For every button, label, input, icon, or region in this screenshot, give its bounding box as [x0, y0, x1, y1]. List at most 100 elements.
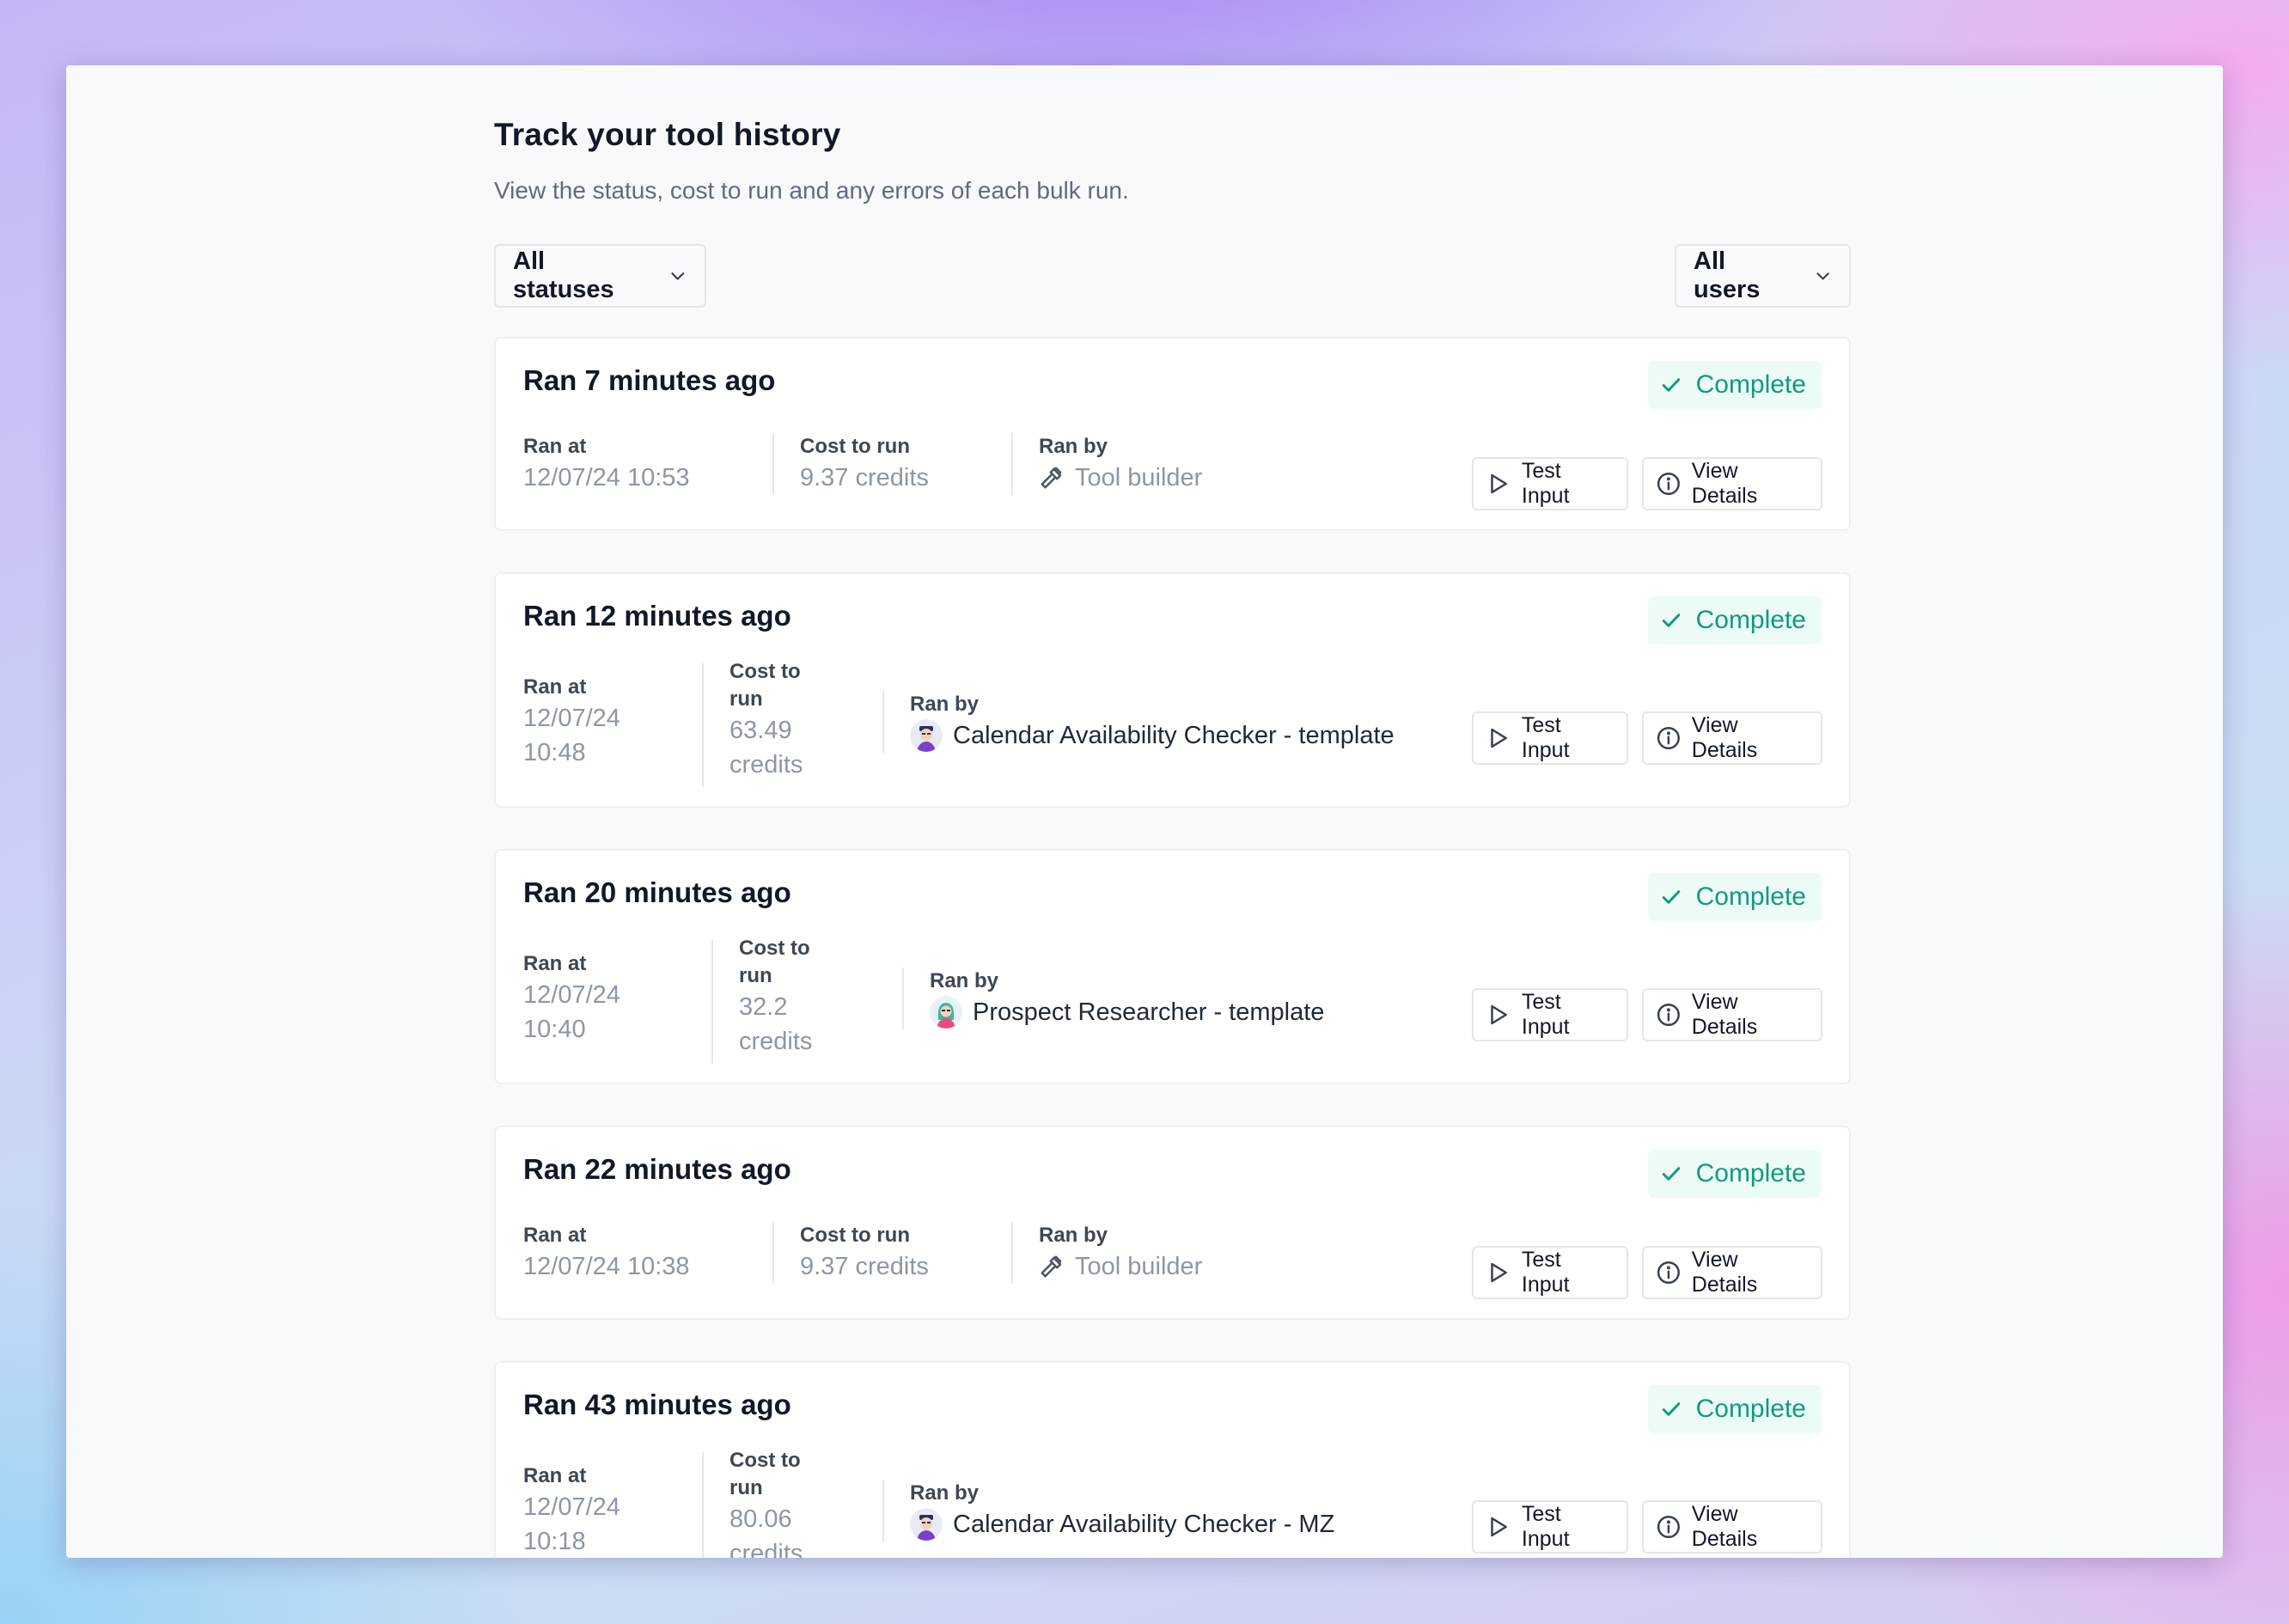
ran-by-label: Ran by: [1039, 1224, 1108, 1247]
test-input-button[interactable]: Test Input: [1472, 988, 1628, 1041]
ran-at-field: Ran at 12/07/24 10:53: [523, 433, 690, 495]
ran-at-label: Ran at: [523, 1224, 587, 1247]
view-details-label: View Details: [1691, 1248, 1758, 1297]
ran-at-value: 12/07/24 10:48: [523, 705, 620, 766]
run-title: Ran 22 minutes ago: [523, 1153, 791, 1185]
play-icon: [1491, 1262, 1507, 1283]
cost-value: 9.37 credits: [800, 1253, 929, 1280]
test-input-button[interactable]: Test Input: [1472, 1246, 1628, 1299]
view-details-button[interactable]: View Details: [1642, 711, 1822, 765]
ran-at-value: 12/07/24 10:53: [523, 464, 690, 491]
page-title: Track your tool history: [494, 117, 841, 152]
play-icon: [1491, 1517, 1507, 1537]
test-input-button[interactable]: Test Input: [1472, 1500, 1628, 1554]
ran-by-name: Prospect Researcher - template: [973, 998, 1325, 1026]
status-badge: Complete: [1647, 361, 1822, 409]
check-icon: [1662, 614, 1680, 627]
test-input-button[interactable]: Test Input: [1472, 457, 1628, 510]
ran-at-field: Ran at 12/07/24 10:38: [523, 1222, 690, 1284]
ran-at-label: Ran at: [523, 1464, 587, 1487]
ran-at-field: Ran at 12/07/24 10:40: [523, 950, 635, 1047]
divider: [711, 940, 713, 1064]
test-input-label: Test Input: [1521, 990, 1570, 1039]
run-card: Ran 43 minutes ago Complete Ran at 12/07…: [494, 1361, 1851, 1558]
status-label: Complete: [1695, 370, 1806, 399]
status-badge: Complete: [1647, 1150, 1822, 1198]
users-filter-label: All users: [1694, 247, 1761, 303]
chevron-down-icon: [671, 272, 685, 280]
status-label: Complete: [1695, 1159, 1806, 1187]
cost-field: Cost to run 80.06 credits: [729, 1447, 815, 1558]
check-icon: [1662, 1167, 1680, 1181]
ran-by-value: Calendar Availability Checker - template: [910, 718, 1395, 753]
divider: [882, 691, 884, 753]
run-title: Ran 12 minutes ago: [523, 600, 791, 632]
cost-field: Cost to run 32.2 credits: [739, 935, 825, 1059]
check-icon: [1662, 890, 1680, 904]
ran-by-name: Tool builder: [1075, 464, 1203, 491]
status-badge: Complete: [1647, 596, 1822, 644]
app-window: Track your tool history View the status,…: [66, 65, 2223, 1558]
ran-at-field: Ran at 12/07/24 10:18: [523, 1462, 635, 1558]
cost-field: Cost to run 9.37 credits: [800, 433, 929, 495]
run-card: Ran 22 minutes ago Complete Ran at 12/07…: [494, 1126, 1851, 1320]
ran-at-label: Ran at: [523, 675, 587, 699]
view-details-label: View Details: [1691, 713, 1758, 762]
run-card: Ran 12 minutes ago Complete Ran at 12/07…: [494, 572, 1851, 808]
ran-by-name: Calendar Availability Checker - MZ: [953, 1511, 1335, 1538]
test-input-button[interactable]: Test Input: [1472, 711, 1628, 765]
agent-avatar: [910, 719, 943, 752]
run-title: Ran 20 minutes ago: [523, 876, 791, 908]
hammer-icon: [1039, 465, 1065, 491]
test-input-label: Test Input: [1521, 1248, 1570, 1297]
ran-by-field: Ran by Tool builder: [1039, 433, 1202, 495]
ran-at-value: 12/07/24 10:40: [523, 981, 620, 1043]
play-icon: [1491, 728, 1507, 748]
ran-at-field: Ran at 12/07/24 10:48: [523, 674, 635, 770]
hammer-icon: [1039, 1254, 1065, 1279]
cost-value: 80.06 credits: [729, 1505, 803, 1558]
users-filter-dropdown[interactable]: All users: [1675, 244, 1851, 308]
info-icon: [1657, 1003, 1680, 1027]
cost-label: Cost to run: [800, 435, 910, 458]
divider: [702, 663, 704, 787]
view-details-label: View Details: [1691, 990, 1758, 1039]
status-label: Complete: [1695, 1395, 1806, 1423]
ran-by-field: Ran by Tool builder: [1039, 1222, 1202, 1284]
view-details-button[interactable]: View Details: [1642, 1246, 1822, 1299]
cost-label: Cost to run: [729, 1449, 801, 1499]
test-input-label: Test Input: [1521, 459, 1570, 508]
cost-label: Cost to run: [739, 937, 810, 987]
divider: [902, 968, 904, 1029]
view-details-button[interactable]: View Details: [1642, 1500, 1822, 1554]
ran-by-value: Tool builder: [1039, 1249, 1202, 1284]
status-filter-label: All statuses: [513, 247, 614, 303]
ran-by-label: Ran by: [1039, 435, 1108, 458]
view-details-button[interactable]: View Details: [1642, 988, 1822, 1041]
status-badge: Complete: [1647, 1385, 1822, 1433]
status-label: Complete: [1695, 882, 1806, 911]
cost-value: 32.2 credits: [739, 993, 813, 1055]
divider: [882, 1480, 884, 1542]
cost-field: Cost to run 63.49 credits: [729, 658, 815, 782]
play-icon: [1491, 1004, 1507, 1025]
ran-by-field: Ran by Prospect Researcher - template: [930, 968, 1324, 1029]
info-icon: [1657, 1261, 1680, 1285]
run-card: Ran 20 minutes ago Complete Ran at 12/07…: [494, 849, 1851, 1084]
ran-at-value: 12/07/24 10:18: [523, 1493, 620, 1555]
status-filter-dropdown[interactable]: All statuses: [494, 244, 706, 308]
ran-by-field: Ran by Calendar Availability Checker - M…: [910, 1480, 1334, 1542]
ran-at-label: Ran at: [523, 435, 587, 458]
ran-by-value: Prospect Researcher - template: [930, 995, 1324, 1029]
status-badge: Complete: [1647, 873, 1822, 921]
ran-at-label: Ran at: [523, 952, 587, 975]
divider: [1011, 1222, 1013, 1284]
page-subtitle: View the status, cost to run and any err…: [494, 177, 1129, 204]
test-input-label: Test Input: [1521, 1502, 1570, 1551]
ran-by-value: Tool builder: [1039, 461, 1202, 495]
run-card: Ran 7 minutes ago Complete Ran at 12/07/…: [494, 337, 1851, 531]
ran-by-name: Tool builder: [1075, 1253, 1203, 1280]
play-icon: [1491, 473, 1507, 494]
view-details-button[interactable]: View Details: [1642, 457, 1822, 510]
divider: [772, 433, 774, 495]
